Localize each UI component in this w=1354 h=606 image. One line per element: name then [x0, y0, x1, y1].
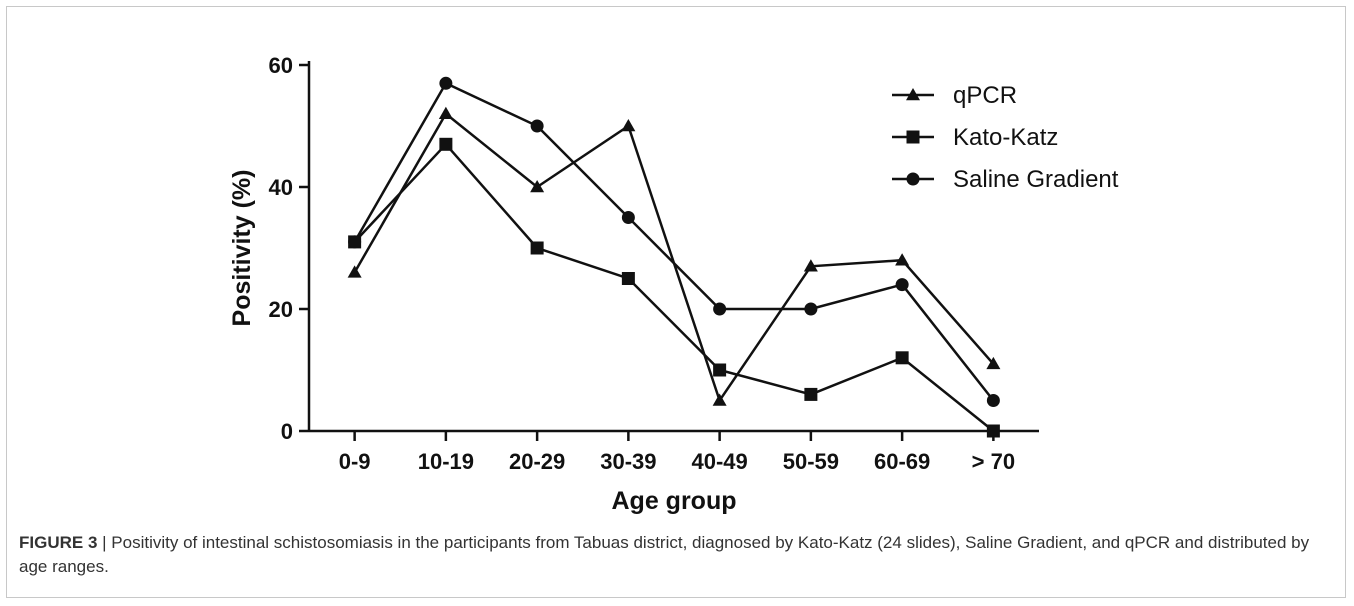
- figure-caption: FIGURE 3 | Positivity of intestinal schi…: [19, 531, 1329, 579]
- x-tick-label: 10-19: [418, 449, 474, 474]
- legend-marker: [906, 172, 920, 186]
- data-point-saline-gradient: [530, 119, 544, 133]
- x-tick-label: 20-29: [509, 449, 565, 474]
- data-point-saline-gradient: [439, 76, 453, 90]
- x-tick-label: 50-59: [783, 449, 839, 474]
- data-point-qpcr: [530, 180, 545, 193]
- legend-item-kato-katz: Kato-Katz: [892, 124, 1058, 151]
- x-tick-label: 40-49: [691, 449, 747, 474]
- legend-item-qpcr: qPCR: [892, 82, 1017, 109]
- data-point-saline-gradient: [895, 278, 909, 292]
- y-tick-label: 40: [269, 175, 293, 200]
- x-axis-title: Age group: [612, 487, 737, 515]
- data-point-qpcr: [895, 253, 910, 266]
- figure-frame: 0 20 40 60 0-9 10-19 20-29 30-39 40-49 50-59 60-69…: [6, 6, 1346, 598]
- data-point-kato-katz: [986, 424, 1000, 438]
- y-tick-label: 20: [269, 297, 293, 322]
- data-point-kato-katz: [439, 137, 453, 151]
- legend-label: qPCR: [953, 82, 1017, 109]
- data-point-qpcr: [347, 265, 362, 278]
- x-tick-label: > 70: [972, 449, 1015, 474]
- data-point-saline-gradient: [621, 211, 635, 224]
- series-line-kato-katz: [353, 142, 995, 432]
- y-axis-title: Positivity (%): [228, 170, 256, 327]
- legend-marker: [906, 130, 920, 144]
- data-point-saline-gradient: [348, 235, 362, 249]
- data-point-qpcr: [621, 119, 636, 132]
- series-line-saline-gradient: [353, 81, 995, 402]
- series-layer: [347, 76, 1001, 438]
- data-point-kato-katz: [713, 363, 727, 377]
- legend-label: Saline Gradient: [953, 166, 1119, 193]
- legend-label: Kato-Katz: [953, 124, 1058, 151]
- caption-text: Positivity of intestinal schistosomiasis…: [19, 533, 1310, 576]
- data-point-qpcr: [438, 106, 453, 120]
- caption-label: FIGURE 3: [19, 533, 98, 552]
- series-saline-gradient: [348, 76, 1000, 407]
- axes: 0 20 40 60 0-9 10-19 20-29 30-39 40-49 50-59 60-69…: [269, 53, 1039, 474]
- legend-item-saline-gradient: Saline Gradient: [892, 166, 1119, 193]
- data-point-kato-katz: [804, 387, 818, 401]
- legend: qPCR Kato-Katz Saline Gradient: [892, 82, 1119, 193]
- data-point-kato-katz: [895, 351, 909, 365]
- data-point-qpcr: [803, 259, 818, 272]
- data-point-kato-katz: [621, 272, 635, 285]
- data-point-saline-gradient: [804, 302, 818, 316]
- data-point-qpcr: [986, 356, 1001, 370]
- x-tick-label: 0-9: [339, 449, 371, 474]
- caption-separator: |: [97, 533, 112, 552]
- data-point-qpcr: [712, 393, 727, 406]
- data-point-kato-katz: [530, 241, 544, 255]
- y-tick-label: 60: [269, 53, 293, 78]
- data-point-saline-gradient: [713, 302, 727, 316]
- x-tick-label: 30-39: [600, 449, 656, 474]
- legend-marker: [906, 88, 920, 101]
- x-tick-label: 60-69: [874, 449, 930, 474]
- y-tick-label: 0: [281, 419, 293, 444]
- line-chart: 0 20 40 60 0-9 10-19 20-29 30-39 40-49 50-59 60-69…: [228, 53, 1119, 515]
- data-point-saline-gradient: [986, 394, 1000, 407]
